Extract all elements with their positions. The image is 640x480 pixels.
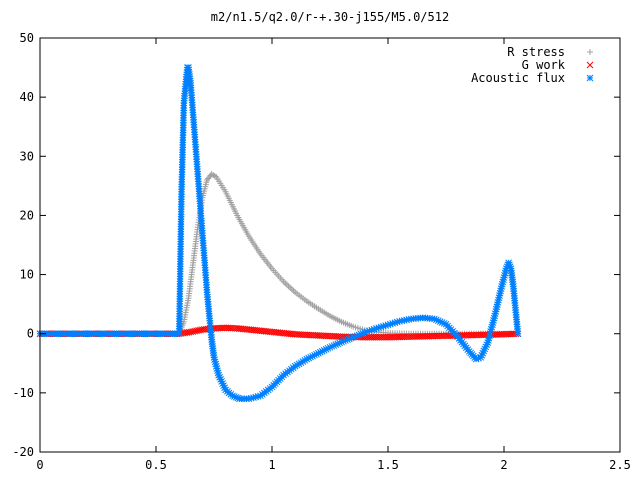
y-tick-label: -20 [12,445,34,459]
x-tick-label: 0.5 [145,458,167,472]
y-tick-label: 30 [20,149,34,163]
x-tick-label: 2.5 [609,458,631,472]
data-point [291,362,299,370]
legend-marker [587,49,593,55]
legend-marker [586,61,594,69]
x-tick-label: 1.5 [377,458,399,472]
y-tick-label: 0 [27,327,34,341]
y-tick-label: -10 [12,386,34,400]
y-axis: -20 -10 0 10 20 30 40 50 [12,31,620,459]
legend-label: Acoustic flux [471,71,565,85]
series-acoustic-flux [36,64,522,403]
legend-label: G work [522,58,566,72]
x-axis: 0 0.5 1 1.5 2 2.5 [36,38,631,472]
series-r-stress [37,171,521,337]
data-point [514,330,522,338]
plot-area [36,64,522,403]
plot-frame [39,37,621,453]
x-tick-label: 1 [268,458,275,472]
data-point [301,356,309,364]
y-tick-label: 20 [20,208,34,222]
legend-item: R stress [507,45,593,59]
chart-title: m2/n1.5/q2.0/r-+.30-j155/M5.0/512 [211,10,449,24]
legend-item: Acoustic flux [471,71,594,85]
x-tick-label: 0 [36,458,43,472]
y-tick-label: 40 [20,90,34,104]
legend-marker [586,74,594,82]
legend-item: G work [522,58,594,72]
x-tick-label: 2 [500,458,507,472]
y-tick-label: 10 [20,268,34,282]
legend-label: R stress [507,45,565,59]
y-tick-label: 50 [20,31,34,45]
